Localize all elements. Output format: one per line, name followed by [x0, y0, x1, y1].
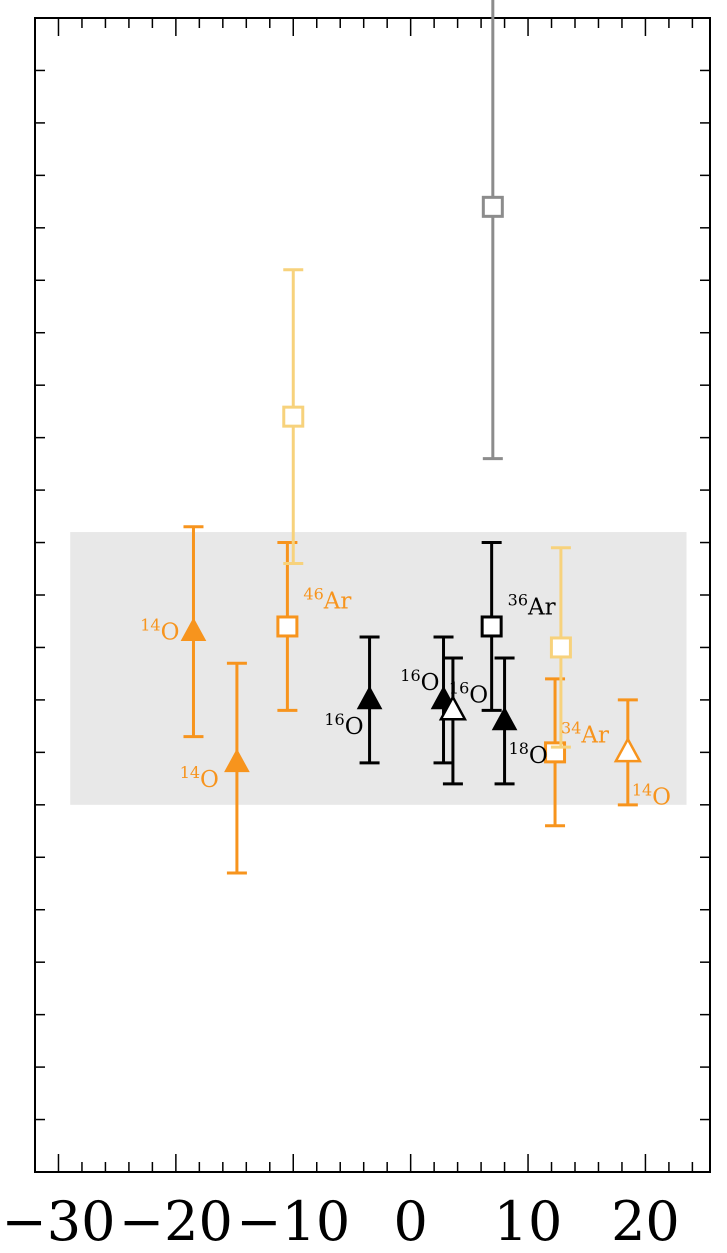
point-label: 16O [449, 678, 488, 708]
point-label: 14O [632, 780, 671, 810]
point-label-superscript: 16 [324, 710, 344, 729]
point-label: 36Ar [508, 590, 556, 620]
point-label-superscript: 16 [400, 666, 420, 685]
data-point [613, 698, 642, 807]
data-point [491, 656, 518, 786]
x-tick-label: 20 [611, 1190, 680, 1253]
point-label-element: Ar [580, 722, 609, 748]
shaded-band-layer [70, 532, 687, 805]
data-point [282, 268, 305, 566]
data-point [480, 541, 503, 712]
point-label-element: O [469, 682, 488, 708]
point-label: 46Ar [303, 584, 351, 614]
point-label: 16O [324, 710, 363, 740]
x-tick-label: 0 [393, 1190, 427, 1253]
triangle-marker [613, 736, 642, 763]
point-label: 14O [140, 616, 179, 646]
point-label-superscript: 14 [180, 763, 200, 782]
data-point [224, 661, 250, 875]
data-point [549, 546, 572, 749]
data-point [180, 525, 207, 739]
square-marker [481, 195, 504, 218]
triangle-marker [438, 694, 468, 721]
point-label-superscript: 14 [140, 616, 160, 635]
square-marker [276, 615, 299, 638]
square-marker [480, 615, 503, 638]
point-label: 34Ar [561, 718, 609, 748]
point-label-element: O [200, 767, 219, 793]
square-marker [282, 405, 305, 428]
square-marker [549, 636, 572, 659]
triangle-marker [356, 685, 383, 710]
uncertainty-band [70, 532, 687, 805]
point-label-superscript: 18 [509, 739, 529, 758]
point-label-superscript: 14 [632, 780, 652, 799]
point-label-superscript: 36 [508, 590, 528, 609]
triangle-marker [180, 617, 207, 642]
data-point [276, 541, 299, 712]
point-label-element: O [529, 743, 548, 769]
point-label: 16O [400, 666, 439, 696]
point-label: 18O [509, 739, 548, 769]
x-tick-label: −10 [236, 1190, 350, 1253]
point-label-superscript: 16 [449, 678, 469, 697]
point-label-element: Ar [323, 588, 352, 614]
triangle-marker [224, 748, 250, 773]
x-tick-label: −30 [1, 1190, 115, 1253]
data-point [481, 0, 504, 461]
point-label: 14O [180, 763, 219, 793]
point-label-superscript: 34 [561, 718, 581, 737]
point-label-element: O [345, 714, 364, 740]
point-label-superscript: 46 [303, 584, 323, 603]
point-label-element: Ar [527, 594, 556, 620]
point-label-element: O [161, 620, 180, 646]
axes-layer: −30 −20 −10 0 10 20 [1, 17, 711, 1253]
triangle-marker [491, 706, 518, 731]
point-label-element: O [421, 670, 440, 696]
points-layer [180, 0, 642, 875]
data-point [438, 656, 468, 786]
x-tick-label: −20 [119, 1190, 233, 1253]
data-point [356, 635, 383, 765]
point-label-element: O [652, 784, 671, 810]
x-tick-label: 10 [494, 1190, 563, 1253]
